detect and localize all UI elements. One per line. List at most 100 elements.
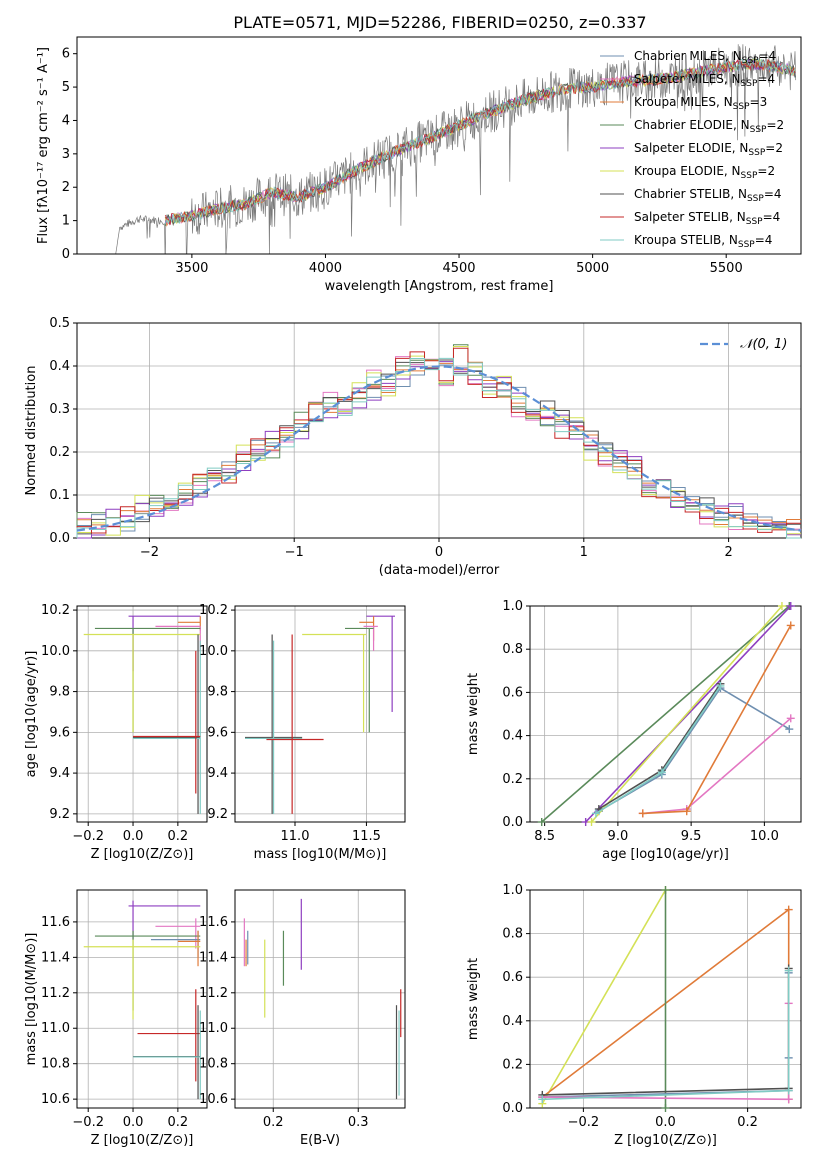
x-tick-label: 0.2 <box>168 829 189 844</box>
y-tick-label: 0.4 <box>502 1014 523 1029</box>
x-axis-label: Z [log10(Z/Z⊙)] <box>614 1133 717 1148</box>
y-axis-label: mass [log10(M/M⊙)] <box>24 933 39 1066</box>
y-tick-label: 6 <box>62 47 70 62</box>
plot-area <box>537 602 795 826</box>
axes-frame <box>76 36 802 255</box>
x-tick-label: 11.0 <box>281 829 310 844</box>
legend-value: =4 <box>759 49 777 63</box>
y-tick-label: 9.4 <box>49 766 70 781</box>
age-vs-mass-panel: 11.0 11.5 9.2 9.4 9.6 9.8 10.0 10.2 mass [log10(… <box>199 603 406 862</box>
axes-frame <box>76 605 208 823</box>
legend-subscript: SSP <box>747 194 764 204</box>
x-axis-label: Z [log10(Z/Z⊙)] <box>91 847 194 862</box>
legend-label: Chabrier STELIB, NSSP=4 <box>634 187 782 204</box>
x-tick-label: 2 <box>724 545 732 560</box>
axes-frame <box>234 605 406 823</box>
y-tick-label: 11.4 <box>199 950 228 965</box>
mass-weight-vs-age-panel: 8.5 9.0 9.5 10.0 0.0 0.2 0.4 0.6 0.8 1.0 age [log1… <box>466 599 802 862</box>
figure-title: PLATE=0571, MJD=52286, FIBERID=0250, z=0… <box>233 13 646 32</box>
spectrum-panel: 3500 4000 4500 5000 5500 0 1 2 3 4 5 6 wavelength [A… <box>36 36 802 294</box>
legend-value: =2 <box>765 141 783 155</box>
legend-value: =2 <box>766 118 784 132</box>
y-tick-label: 0 <box>62 247 70 262</box>
legend-label: Chabrier MILES, NSSP=4 <box>634 49 776 66</box>
x-tick-label: 9.5 <box>681 829 702 844</box>
x-tick-label: 0.0 <box>123 829 144 844</box>
y-tick-label: 11.4 <box>41 950 70 965</box>
y-tick-label: 9.6 <box>207 725 228 740</box>
y-tick-label: 0.1 <box>49 488 70 503</box>
plot-area <box>538 886 793 1112</box>
y-tick-label: 10.0 <box>199 644 228 659</box>
y-tick-label: 11.0 <box>199 1021 228 1036</box>
legend-label: Salpeter ELODIE, NSSP=2 <box>634 141 783 158</box>
x-tick-label: 4500 <box>442 261 475 276</box>
model-spectrum-line <box>164 58 796 226</box>
legend-label: 𝒩(0, 1) <box>740 337 787 352</box>
y-tick-label: 9.4 <box>207 766 228 781</box>
y-tick-label: 5 <box>62 80 70 95</box>
legend-label: Kroupa ELODIE, NSSP=2 <box>634 164 775 181</box>
gaussian-curve <box>76 365 802 532</box>
y-axis-label: Normed distribution <box>24 366 39 496</box>
y-tick-label: 10.6 <box>199 1092 228 1107</box>
legend-value: =4 <box>763 210 781 224</box>
x-tick-label: 0.3 <box>348 1115 369 1130</box>
y-tick-label: 0.2 <box>49 445 70 460</box>
residual-histogram-step <box>76 357 801 539</box>
legend-subscript: SSP <box>741 171 758 181</box>
y-tick-label: 0.2 <box>502 772 523 787</box>
legend-subscript: SSP <box>742 56 759 66</box>
x-tick-label: 3500 <box>175 261 208 276</box>
y-tick-label: 11.6 <box>199 915 228 930</box>
y-tick-label: 9.2 <box>49 807 70 822</box>
y-tick-label: 11.6 <box>41 915 70 930</box>
legend-subscript: SSP <box>748 148 765 158</box>
y-tick-label: 11.0 <box>41 1021 70 1036</box>
mass-weight-line <box>541 605 790 823</box>
x-tick-label: −0.2 <box>72 829 104 844</box>
x-tick-label: 0.0 <box>123 1115 144 1130</box>
x-tick-label: 10.0 <box>750 829 779 844</box>
y-tick-label: 10.2 <box>41 603 70 618</box>
legend-subscript: SSP <box>746 217 763 227</box>
axes-frame <box>234 889 406 1109</box>
y-tick-label: 1.0 <box>502 883 523 898</box>
x-tick-label: 9.0 <box>608 829 629 844</box>
y-tick-label: 0.0 <box>49 531 70 546</box>
y-tick-label: 3 <box>62 147 70 162</box>
y-axis-label: Flux [fλ10⁻¹⁷ erg cm⁻² s⁻¹ A⁻¹] <box>36 47 51 244</box>
plot-area <box>245 615 395 814</box>
y-axis-label: mass weight <box>466 958 481 1040</box>
legend-value: =4 <box>755 233 773 247</box>
legend-subscript: SSP <box>750 125 767 135</box>
mass-weight-line <box>590 605 783 823</box>
y-tick-label: 0.4 <box>502 729 523 744</box>
y-tick-label: 10.0 <box>41 644 70 659</box>
plot-area <box>115 44 797 254</box>
y-tick-label: 11.2 <box>199 986 228 1001</box>
plot-area <box>83 615 201 814</box>
legend-value: =4 <box>757 72 775 86</box>
y-tick-label: 1.0 <box>502 599 523 614</box>
mass-weight-line <box>642 625 792 815</box>
x-axis-label: wavelength [Angstrom, rest frame] <box>325 279 554 294</box>
mass-weight-line <box>585 605 792 823</box>
y-tick-label: 9.8 <box>49 685 70 700</box>
x-tick-label: 0.0 <box>655 1115 676 1130</box>
y-tick-label: 9.6 <box>49 725 70 740</box>
y-tick-label: 0.4 <box>49 359 70 374</box>
observed-spectrum-line <box>115 44 797 254</box>
y-axis-label: age [log10(age/yr)] <box>24 651 39 778</box>
y-tick-label: 10.2 <box>199 603 228 618</box>
plot-area <box>76 344 802 539</box>
mass-weight-line <box>541 889 667 1104</box>
y-tick-label: 10.6 <box>41 1092 70 1107</box>
y-tick-label: 11.2 <box>41 986 70 1001</box>
x-tick-label: 0.2 <box>168 1115 189 1130</box>
y-tick-label: 0.0 <box>502 815 523 830</box>
residuals-panel: −2 −1 0 1 2 0.0 0.1 0.2 0.3 0.4 0.5 (data-model)/er… <box>24 316 802 578</box>
y-tick-label: 9.8 <box>207 685 228 700</box>
axes-frame <box>529 605 802 823</box>
axes-frame <box>76 889 208 1109</box>
